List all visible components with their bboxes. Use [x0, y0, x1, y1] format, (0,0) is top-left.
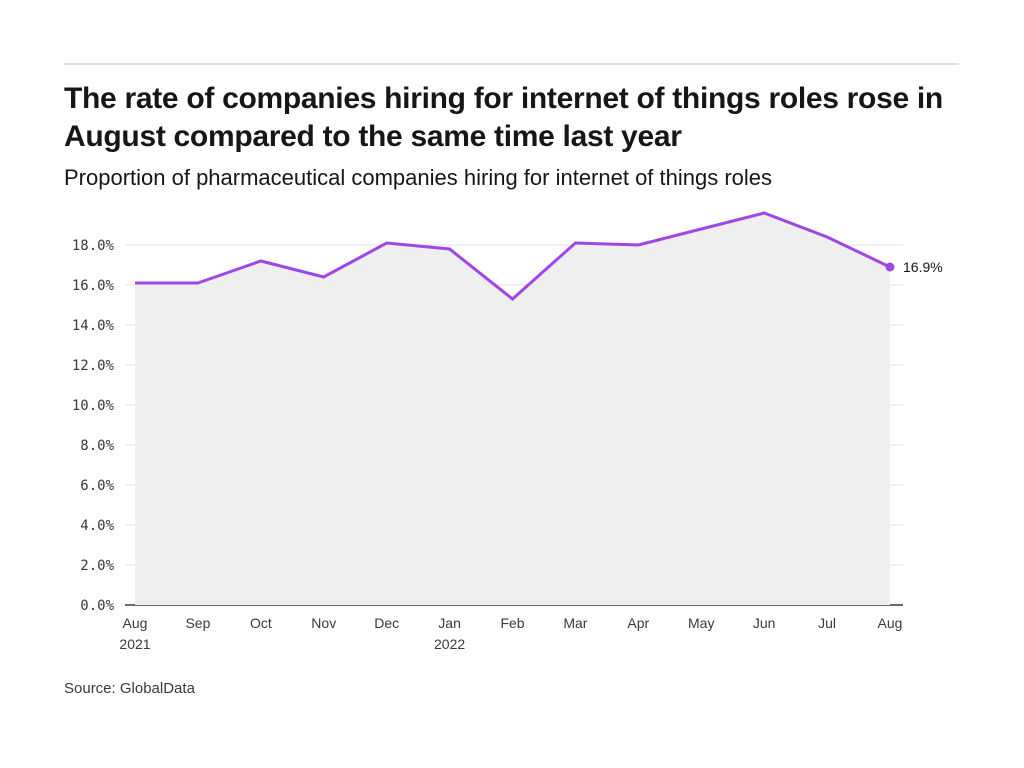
x-tick-label: May — [688, 615, 714, 631]
y-tick-label: 18.0% — [72, 238, 115, 254]
y-tick-label: 12.0% — [72, 358, 115, 374]
x-tick-label: Aug — [878, 615, 903, 631]
series-line — [135, 211, 891, 301]
x-tick-label: Jan 2022 — [434, 615, 465, 652]
y-tick-label: 16.0% — [72, 278, 115, 294]
annotations: 16.9% — [903, 259, 943, 275]
chart-title: The rate of companies hiring for interne… — [64, 82, 943, 153]
x-tick-label: Apr — [627, 615, 649, 631]
y-tick-label: 14.0% — [72, 318, 115, 334]
end-value-label: 16.9% — [903, 259, 943, 275]
x-tick-label: Sep — [185, 615, 210, 631]
x-axis: Aug 2021 Sep Oct Nov Dec Jan 2022 Feb Mar Apr May Ju… — [119, 615, 902, 652]
x-tick-label: Mar — [563, 615, 587, 631]
x-tick-label: Oct — [250, 615, 272, 631]
y-tick-label: 10.0% — [72, 398, 115, 414]
line-layer — [135, 211, 895, 301]
y-tick-label: 0.0% — [80, 598, 114, 614]
area-layer — [135, 213, 890, 605]
y-tick-label: 4.0% — [80, 518, 114, 534]
x-tick-label: Nov — [311, 615, 336, 631]
source-note: Source: GlobalData — [64, 680, 195, 697]
end-point-marker — [885, 262, 895, 272]
y-axis: 0.0% 2.0% 4.0% 6.0% 8.0% 10.0% 12.0% 14.0% 16.0%… — [72, 238, 115, 614]
x-tick-label: Feb — [500, 615, 524, 631]
x-tick-label: Dec — [374, 615, 399, 631]
y-tick-label: 6.0% — [80, 478, 114, 494]
top-rule — [64, 63, 959, 65]
x-tick-label: Aug 2021 — [119, 615, 150, 652]
y-tick-label: 8.0% — [80, 438, 114, 454]
y-tick-label: 2.0% — [80, 558, 114, 574]
x-tick-label: Jul — [818, 615, 836, 631]
area-fill — [135, 213, 890, 605]
chart-subtitle: Proportion of pharmaceutical companies h… — [64, 165, 773, 190]
x-tick-label: Jun — [753, 615, 776, 631]
